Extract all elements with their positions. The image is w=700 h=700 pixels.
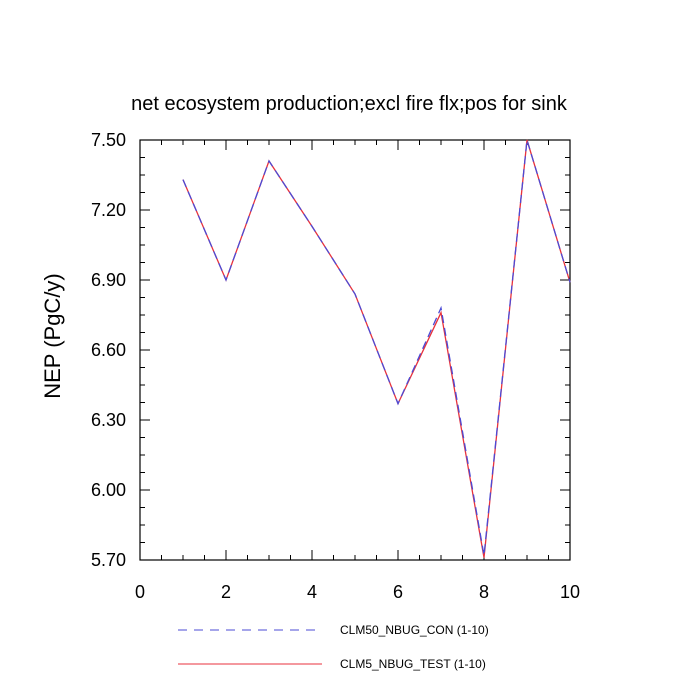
legend-label: CLM50_NBUG_CON (1-10) [340, 623, 489, 637]
chart-title: net ecosystem production;excl fire flx;p… [131, 93, 568, 115]
y-tick-label: 5.70 [91, 550, 126, 570]
x-tick-label: 6 [393, 582, 403, 602]
y-tick-label: 6.00 [91, 480, 126, 500]
series-line-2 [182, 139, 571, 558]
x-tick-label: 0 [135, 582, 145, 602]
x-tick-label: 2 [221, 582, 231, 602]
x-tick-label: 4 [307, 582, 317, 602]
series-line-1 [182, 139, 571, 556]
y-tick-label: 7.50 [91, 130, 126, 150]
y-axis-label: NEP (PgC/y) [40, 273, 65, 399]
legend-label: CLM5_NBUG_TEST (1-10) [340, 657, 486, 671]
x-tick-label: 10 [560, 582, 580, 602]
y-tick-label: 6.60 [91, 340, 126, 360]
plot-area: 0 2 4 6 8 10 5.70 6.00 6.30 6.60 6.90 7.20 7.50 [91, 130, 580, 602]
y-tick-label: 7.20 [91, 200, 126, 220]
x-tick-label: 8 [479, 582, 489, 602]
y-tick-label: 6.90 [91, 270, 126, 290]
legend: CLM50_NBUG_CON (1-10) CLM5_NBUG_TEST (1-1… [178, 623, 489, 671]
y-tick-label: 6.30 [91, 410, 126, 430]
